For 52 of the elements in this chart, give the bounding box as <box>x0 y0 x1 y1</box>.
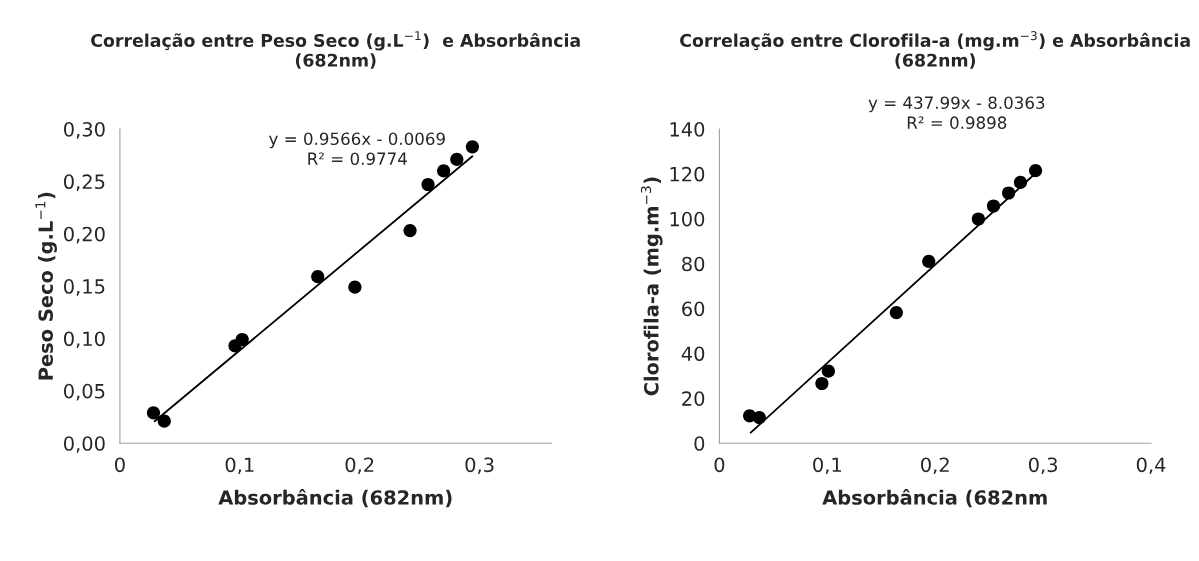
point <box>348 280 362 294</box>
point <box>437 164 451 178</box>
text: y = 437.99x - 8.0363 R² = 0.9898 <box>868 96 1045 129</box>
y-tick-label: 100 <box>670 211 705 227</box>
x-tick-label: 0 <box>115 457 125 473</box>
point <box>889 306 903 320</box>
point <box>450 152 464 166</box>
point <box>157 414 171 428</box>
point <box>421 177 435 192</box>
x-tick-label: 0,1 <box>813 457 841 475</box>
point <box>821 364 835 378</box>
y-tick-label: 140 <box>670 121 705 137</box>
y-tick-label: 0,00 <box>64 436 105 453</box>
y-tick-label: 0,05 <box>64 383 105 401</box>
x-tick-label: 0 <box>714 457 725 473</box>
y-axis-title: Clorofila-a (mg.m$^{−3}$) <box>640 177 663 396</box>
y-tick-label: 0 <box>694 436 705 451</box>
y-tick-label: 20 <box>682 391 705 406</box>
y-tick-label: 80 <box>682 256 705 272</box>
point <box>146 406 161 420</box>
y-tick-label: 60 <box>682 301 705 317</box>
y-tick-label: 0,10 <box>64 331 105 349</box>
y-tick-label: 0,25 <box>64 174 105 192</box>
point <box>465 140 479 154</box>
x-axis-title: Absorbância (682nm) <box>218 489 452 508</box>
point <box>403 224 417 238</box>
x-axis-title: Absorbância (682nm <box>822 489 1047 508</box>
point <box>752 411 766 425</box>
x-tick-label: 0,2 <box>921 457 949 475</box>
x-tick-label: 0,3 <box>465 457 494 475</box>
x-tick-label: 0,3 <box>1028 457 1058 475</box>
y-tick-label: 0,20 <box>64 226 105 244</box>
chart-title: Correlação entre Clorofila-a (mg.m$^{−3}$) e Absorbância (682nm) <box>680 31 1190 69</box>
x-tick-label: 0,2 <box>345 457 374 475</box>
point <box>311 270 325 284</box>
point <box>235 332 249 347</box>
point <box>1028 163 1043 178</box>
y-tick-label: 120 <box>670 166 705 182</box>
y-tick-label: 0,15 <box>64 279 105 296</box>
x-tick-label: 0,1 <box>225 457 254 475</box>
point <box>1013 175 1028 190</box>
point <box>986 199 1001 213</box>
y-axis-title: Peso Seco (g.L$^{−1}$) <box>35 192 57 380</box>
annotation: y = 0.9566x - 0.0069 R² = 0.9774 <box>269 132 445 165</box>
y-tick-label: 0,30 <box>64 121 105 139</box>
y-tick-label: 40 <box>681 346 705 362</box>
point <box>815 376 829 391</box>
point <box>971 212 985 226</box>
point <box>922 254 936 269</box>
x-tick-label: 0,4 <box>1136 457 1166 475</box>
point <box>1002 186 1016 200</box>
chart-title: Correlação entre Peso Seco (g.L$^{−1}$) e Absorbância (682nm) <box>91 31 580 69</box>
